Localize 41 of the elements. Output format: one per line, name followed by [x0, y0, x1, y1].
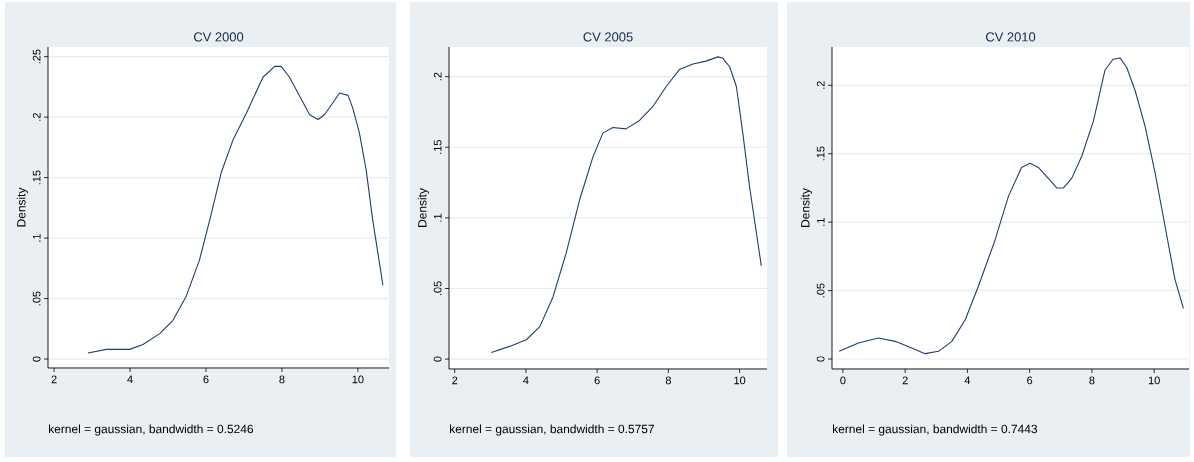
x-tick-label: 2 [902, 376, 908, 385]
y-tick-label: .05 [433, 281, 442, 296]
text: kernel = gaussian, bandwidth = 0.5757 [450, 424, 654, 436]
y-tick-label: .15 [816, 146, 825, 161]
y-tick-label: .2 [433, 72, 442, 81]
x-tick-label: 10 [1148, 376, 1160, 385]
x-tick-label: 10 [352, 375, 364, 384]
y-tick-label: 0 [433, 356, 442, 362]
x-tick-label: 8 [1089, 376, 1095, 385]
x-tick-label: 8 [665, 376, 671, 385]
y-tick-label: .15 [32, 170, 41, 185]
y-axis-title: Density [16, 187, 28, 227]
y-tick-label: .1 [816, 218, 825, 226]
x-tick-label: 6 [203, 375, 209, 384]
y-tick-label: .2 [32, 113, 41, 121]
x-tick-label: 0 [840, 376, 846, 385]
text: kernel = gaussian, bandwidth = 0.7443 [833, 424, 1038, 436]
text: kernel = gaussian, bandwidth = 0.5246 [49, 424, 254, 436]
x-tick-label: 2 [51, 375, 57, 384]
x-tick-label: 4 [127, 375, 133, 384]
x-tick-label: 2 [452, 376, 458, 385]
y-tick-label: .1 [433, 213, 442, 222]
y-tick-label: 0 [816, 356, 825, 362]
x-tick-label: 6 [594, 376, 600, 385]
y-axis-title: Density [800, 188, 812, 227]
chart-title: CV 2000 [193, 32, 244, 42]
y-tick-label: 0 [32, 356, 41, 362]
x-tick-label: 8 [279, 375, 285, 384]
y-tick-label: .05 [816, 283, 825, 298]
y-axis-title: Density [417, 188, 429, 227]
chart-title: CV 2010 [985, 32, 1036, 42]
x-tick-label: 10 [734, 376, 746, 385]
y-tick-label: .05 [32, 291, 41, 306]
x-tick-label: 4 [964, 376, 971, 385]
y-tick-label: .1 [32, 234, 41, 242]
y-tick-label: .15 [433, 140, 442, 154]
y-tick-label: .2 [816, 81, 825, 89]
x-tick-label: 6 [1027, 376, 1033, 385]
x-tick-label: 4 [523, 376, 529, 385]
chart-title: CV 2005 [583, 32, 633, 42]
y-tick-label: .25 [32, 49, 41, 64]
